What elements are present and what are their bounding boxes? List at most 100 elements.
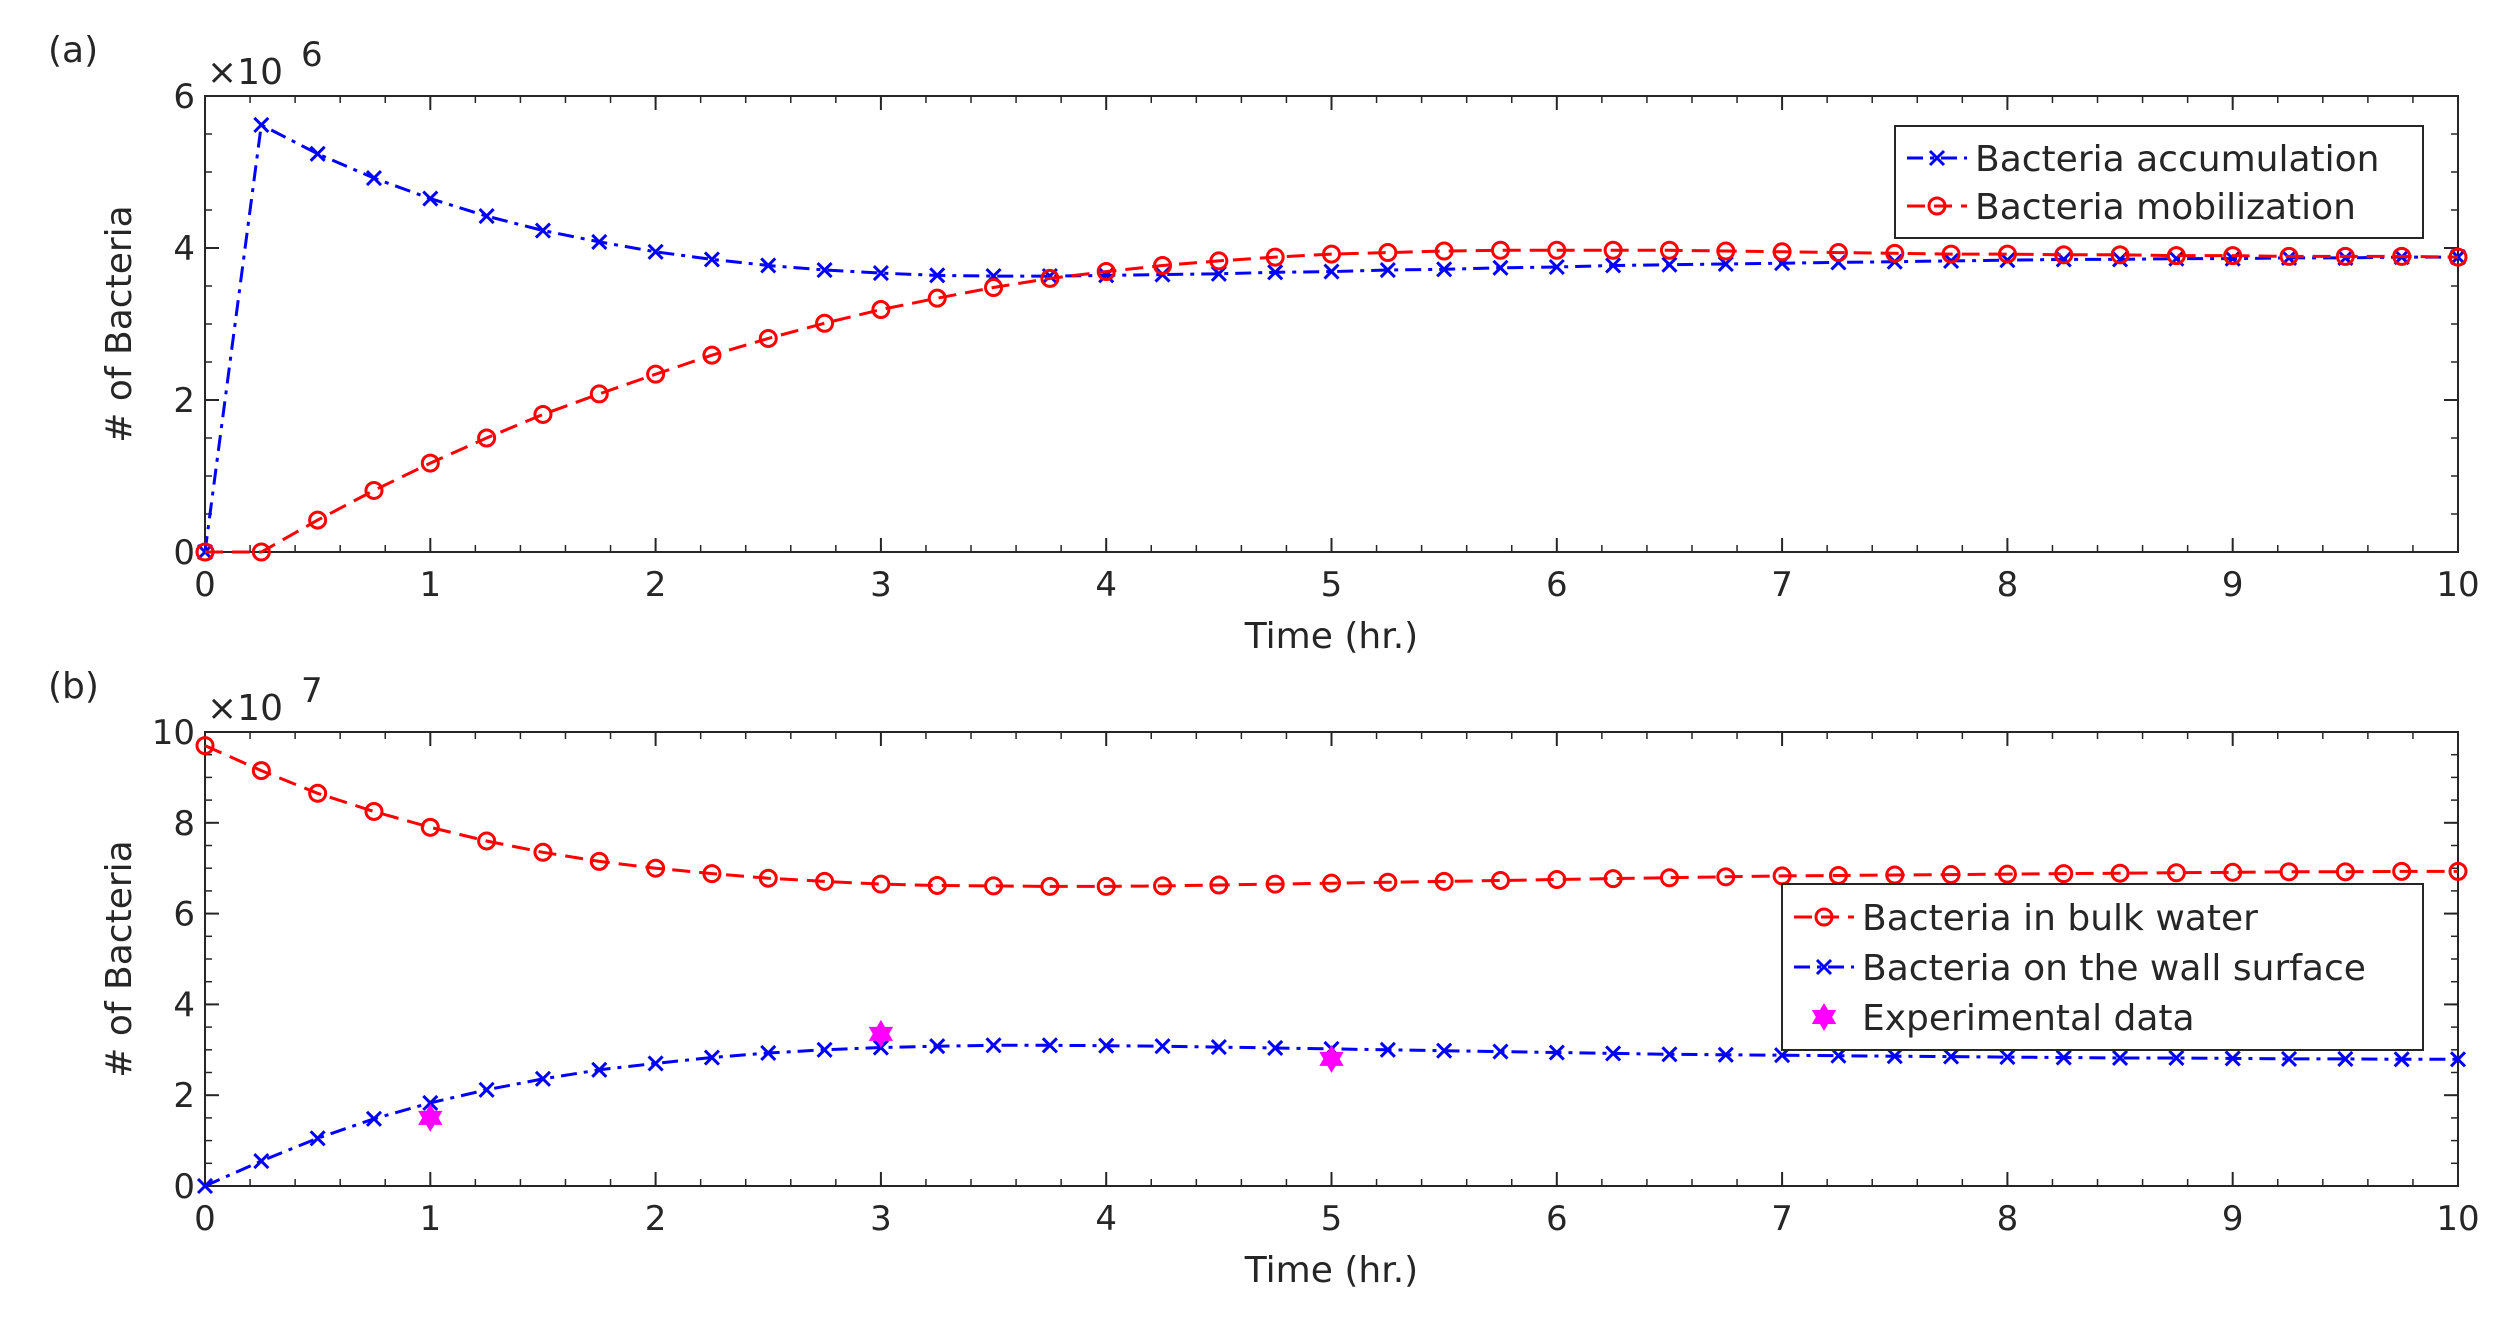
data-point (760, 1044, 777, 1062)
legend-label: Bacteria on the wall surface (1862, 948, 2366, 989)
data-point (1379, 261, 1396, 279)
y-exponent-power: 7 (301, 671, 323, 711)
x-tick-label: 5 (1321, 565, 1343, 605)
data-point (195, 736, 215, 756)
x-axis: 0 1 2 3 4 5 6 7 8 9 10 (194, 732, 2480, 1239)
data-point (589, 851, 609, 871)
data-point (1943, 1048, 1960, 1065)
data-point (1941, 244, 1961, 264)
data-point (1319, 1044, 1344, 1073)
data-point (420, 817, 440, 837)
data-point (1547, 240, 1567, 260)
series-line (205, 248, 2459, 554)
x-tick-label: 10 (2436, 565, 2479, 605)
data-point (478, 1081, 495, 1098)
data-point (534, 222, 552, 239)
data-point (646, 364, 666, 384)
y-tick-label: 4 (173, 985, 195, 1025)
data-point (1209, 875, 1229, 895)
data-point (2337, 1050, 2354, 1067)
y-tick-label: 0 (173, 533, 195, 573)
data-point (1716, 241, 1736, 261)
legend: Bacteria in bulk water Bacteria on the wa… (1781, 883, 2424, 1051)
data-point (251, 542, 271, 562)
data-point (2224, 1050, 2241, 1067)
x-tick-label: 3 (870, 1199, 892, 1239)
data-point (1378, 872, 1398, 892)
data-point (2393, 1051, 2410, 1068)
data-point (1378, 243, 1398, 263)
data-point (1717, 1046, 1734, 1063)
y-exponent-base: ×10 (207, 688, 283, 729)
data-point (1153, 255, 1173, 275)
legend-item: Bacteria accumulation (1907, 139, 2380, 180)
data-point (1323, 263, 1340, 280)
data-point (1941, 865, 1961, 885)
data-point (1267, 264, 1284, 281)
legend-item: Experimental data (1811, 998, 2195, 1039)
data-point (929, 1038, 946, 1055)
data-point (868, 1019, 894, 1048)
data-point (308, 783, 328, 803)
data-point (253, 1152, 270, 1170)
data-point (1436, 1042, 1453, 1059)
data-point (927, 875, 947, 895)
data-point (702, 864, 722, 884)
legend-swatch-marker (1811, 1003, 1837, 1031)
data-point (1886, 1048, 1903, 1065)
y-tick-label: 2 (173, 1076, 195, 1116)
data-point (533, 842, 553, 862)
data-point (1322, 244, 1341, 264)
x-tick-label: 1 (419, 1199, 441, 1239)
data-point (1999, 1048, 2016, 1066)
y-exponent: ×10 6 (207, 35, 323, 93)
data-point (196, 1177, 214, 1195)
x-tick-label: 2 (645, 1199, 667, 1239)
data-point (422, 1094, 439, 1111)
data-point (1210, 1039, 1227, 1056)
x-axis-title: Time (hr.) (1244, 616, 1418, 657)
data-point (1379, 1041, 1396, 1058)
data-point (1828, 243, 1848, 263)
legend-box (1781, 883, 2424, 1051)
data-point (2335, 246, 2355, 266)
data-point (703, 251, 720, 268)
data-point (929, 267, 946, 284)
y-exponent-power: 6 (301, 35, 323, 75)
data-point (1265, 874, 1285, 894)
data-point (533, 404, 553, 424)
data-point (591, 1061, 608, 1078)
data-point (2280, 1050, 2298, 1067)
data-point (871, 300, 891, 320)
legend-label: Experimental data (1862, 998, 2195, 1039)
y-tick-label: 2 (173, 381, 195, 421)
data-point (1096, 876, 1116, 896)
data-point (1659, 868, 1679, 888)
legend-item: Bacteria in bulk water (1794, 898, 2258, 939)
data-point (1492, 259, 1509, 276)
data-point (364, 801, 384, 821)
data-point (1153, 876, 1173, 896)
data-point (1098, 1037, 1115, 1054)
data-point (1490, 870, 1510, 890)
data-point (872, 265, 889, 282)
data-point (2055, 1049, 2072, 1066)
x-tick-label: 3 (870, 565, 892, 605)
data-point (2335, 862, 2355, 882)
data-point (2448, 861, 2468, 881)
data-point (2110, 863, 2130, 883)
panel-label: (a) (48, 30, 98, 71)
x-tick-label: 4 (1095, 1199, 1117, 1239)
legend: Bacteria accumulation Bacteria mobilizati… (1894, 125, 2424, 239)
series-bacteria-mobilization (195, 240, 2468, 562)
data-point (871, 874, 891, 894)
data-point (1661, 256, 1678, 273)
data-point (477, 831, 497, 851)
data-point (2166, 246, 2186, 266)
data-point (1040, 268, 1060, 288)
data-point (815, 313, 835, 333)
data-point (1548, 1044, 1565, 1061)
x-tick-label: 9 (2222, 565, 2244, 605)
data-point (2279, 246, 2299, 266)
